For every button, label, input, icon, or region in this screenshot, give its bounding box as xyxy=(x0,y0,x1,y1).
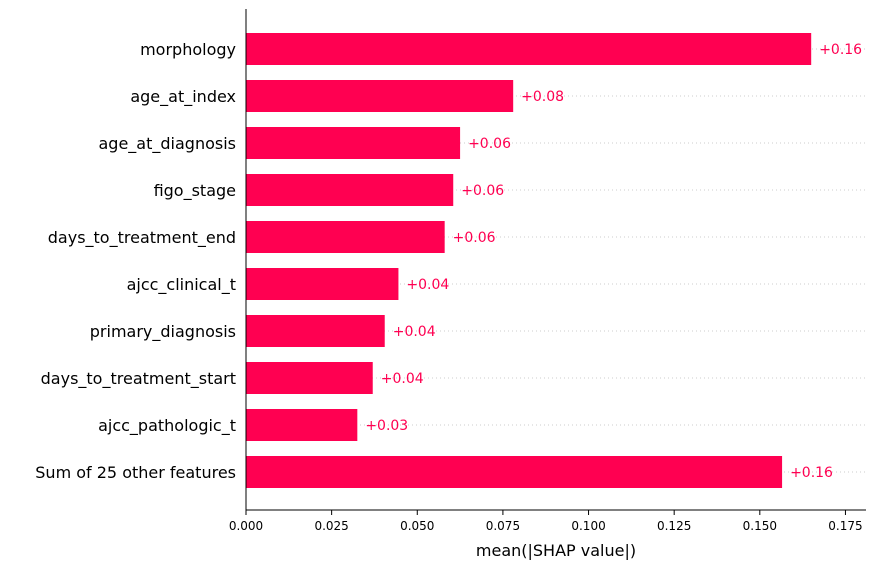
category-label: morphology xyxy=(140,40,236,59)
x-tick-label: 0.100 xyxy=(571,519,605,533)
bar xyxy=(246,174,454,206)
category-label: Sum of 25 other features xyxy=(35,463,236,482)
bar xyxy=(246,456,783,488)
bar-value-label: +0.06 xyxy=(468,136,511,152)
bars xyxy=(246,33,812,488)
bar-value-label: +0.08 xyxy=(521,89,564,105)
x-ticks: 0.000 0.025 0.050 0.075 0.100 0.125 0.150 0.175 xyxy=(229,510,863,533)
category-label: primary_diagnosis xyxy=(90,322,236,342)
bar xyxy=(246,80,514,112)
bar-value-label: +0.16 xyxy=(790,465,833,481)
bar xyxy=(246,127,461,159)
bar xyxy=(246,315,385,347)
bar xyxy=(246,409,358,441)
x-tick-label: 0.025 xyxy=(314,519,348,533)
bar-value-label: +0.06 xyxy=(453,230,496,246)
x-tick-label: 0.000 xyxy=(229,519,263,533)
category-label: figo_stage xyxy=(154,181,236,201)
value-labels: +0.16 +0.08 +0.06 +0.06 +0.06 +0.04 +0.04 +0.04… xyxy=(365,42,862,481)
x-tick-label: 0.150 xyxy=(743,519,777,533)
bar-value-label: +0.04 xyxy=(393,324,436,340)
bar xyxy=(246,221,445,253)
bar-value-label: +0.04 xyxy=(406,277,449,293)
bar xyxy=(246,268,399,300)
category-label: ajcc_pathologic_t xyxy=(98,416,236,436)
bar xyxy=(246,33,812,65)
category-label: ajcc_clinical_t xyxy=(127,275,236,295)
x-tick-label: 0.175 xyxy=(828,519,862,533)
category-labels: morphology age_at_index age_at_diagnosisfi… xyxy=(35,40,236,482)
category-label: days_to_treatment_end xyxy=(48,228,236,248)
category-label: days_to_treatment_start xyxy=(41,369,236,389)
bar-value-label: +0.04 xyxy=(381,371,424,387)
bar-value-label: +0.16 xyxy=(819,42,862,58)
x-axis-label: mean(|SHAP value|) xyxy=(476,541,636,560)
x-tick-label: 0.125 xyxy=(657,519,691,533)
row-guides xyxy=(252,48,866,473)
bar-value-label: +0.03 xyxy=(365,418,408,434)
bar xyxy=(246,362,373,394)
x-tick-label: 0.075 xyxy=(486,519,520,533)
x-tick-label: 0.050 xyxy=(400,519,434,533)
category-label: age_at_diagnosis xyxy=(99,134,237,154)
bar-value-label: +0.06 xyxy=(461,183,504,199)
category-label: age_at_index xyxy=(130,87,236,107)
